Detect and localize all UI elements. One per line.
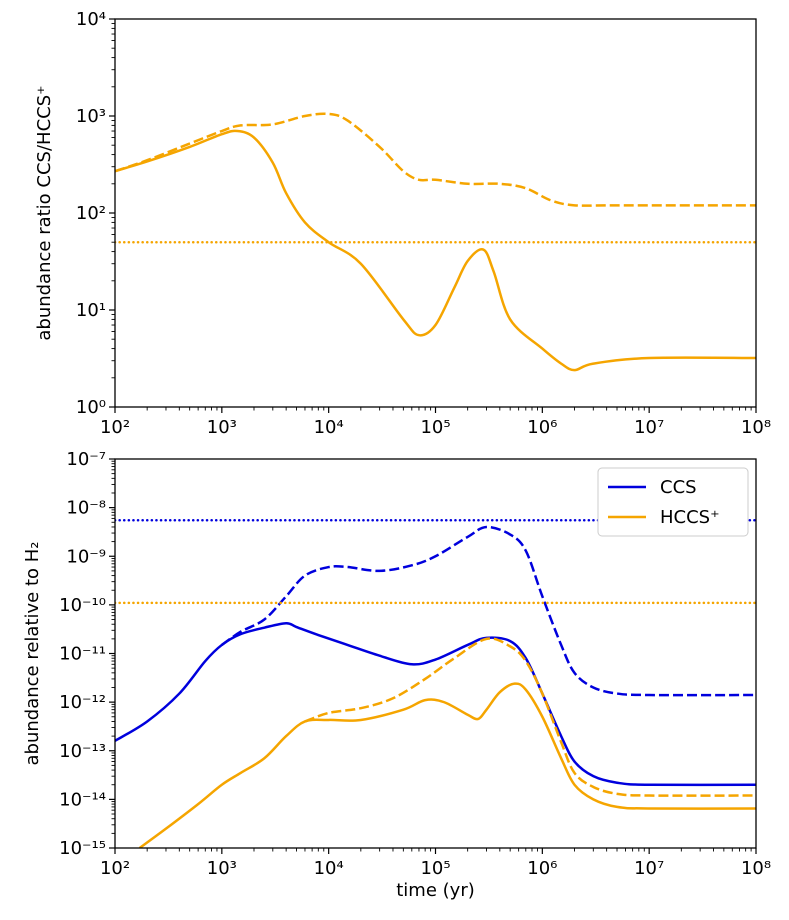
bottom-series-hccs-solid <box>138 682 756 848</box>
bottom-y-tick-label: 10⁻¹⁴ <box>59 789 106 810</box>
top-x-tick-label: 10³ <box>207 417 237 438</box>
top-ticks-group: 10² 10³ 10⁴ 10⁵ 10⁶ 10⁷ 10⁸ 10⁰ 10¹ 10² 10³ 10⁴ <box>76 9 771 438</box>
top-y-tick-label: 10³ <box>76 106 106 127</box>
legend-label-hccs: HCCS⁺ <box>660 507 720 528</box>
bottom-x-axis-label: time (yr) <box>396 880 475 901</box>
bottom-x-tick-label: 10² <box>100 858 130 879</box>
bottom-y-tick-label: 10⁻⁷ <box>66 449 106 470</box>
top-series-group <box>115 112 756 372</box>
bottom-y-tick-label: 10⁻¹³ <box>59 741 106 762</box>
bottom-x-tick-label: 10⁶ <box>527 858 557 879</box>
top-series-ratio-solid <box>115 129 756 372</box>
bottom-y-tick-label: 10⁻¹² <box>59 692 106 713</box>
bottom-y-tick-label: 10⁻¹⁰ <box>59 595 106 616</box>
bottom-series-hccs-dashed <box>304 637 756 797</box>
top-y-tick-label: 10⁴ <box>76 9 106 30</box>
legend-box <box>597 467 749 537</box>
bottom-panel: 10² 10³ 10⁴ 10⁵ 10⁶ 10⁷ 10⁸ 10⁻¹⁵ 10⁻¹⁴ 10⁻¹³ 10⁻¹… <box>22 449 771 901</box>
top-x-tick-label: 10⁶ <box>527 417 557 438</box>
bottom-y-tick-label: 10⁻¹⁵ <box>59 838 106 859</box>
bottom-y-tick-label: 10⁻¹¹ <box>59 644 106 665</box>
bottom-x-tick-label: 10³ <box>207 858 237 879</box>
bottom-x-tick-label: 10⁵ <box>420 858 450 879</box>
legend-label-ccs: CCS <box>660 477 697 498</box>
top-axes-frame <box>114 18 757 408</box>
bottom-y-tick-label: 10⁻⁸ <box>66 498 106 519</box>
bottom-x-tick-label: 10⁸ <box>741 858 771 879</box>
legend: CCS HCCS⁺ <box>597 467 749 537</box>
bottom-y-tick-label: 10⁻⁹ <box>66 546 106 567</box>
top-x-tick-label: 10⁸ <box>741 417 771 438</box>
top-x-tick-label: 10⁷ <box>634 417 664 438</box>
bottom-ticks-group: 10² 10³ 10⁴ 10⁵ 10⁶ 10⁷ 10⁸ 10⁻¹⁵ 10⁻¹⁴ 10⁻¹³ 10⁻¹… <box>59 449 771 879</box>
bottom-y-axis-label: abundance relative to H₂ <box>22 542 43 766</box>
bottom-series-ccs-solid <box>115 621 756 787</box>
bottom-x-tick-label: 10⁷ <box>634 858 664 879</box>
top-y-tick-label: 10² <box>76 203 106 224</box>
top-x-tick-label: 10⁵ <box>420 417 450 438</box>
bottom-series-ccs-dashed <box>221 525 756 697</box>
top-x-tick-label: 10² <box>100 417 130 438</box>
top-panel: 10² 10³ 10⁴ 10⁵ 10⁶ 10⁷ 10⁸ 10⁰ 10¹ 10² 10³ 10⁴ abu… <box>34 9 771 438</box>
top-y-tick-label: 10⁰ <box>76 397 106 418</box>
top-series-ratio-dashed <box>115 112 756 207</box>
top-y-axis-label: abundance ratio CCS/HCCS⁺ <box>34 85 55 340</box>
top-y-tick-label: 10¹ <box>76 300 106 321</box>
top-x-tick-label: 10⁴ <box>314 417 344 438</box>
bottom-x-tick-label: 10⁴ <box>314 858 344 879</box>
bottom-series-group <box>115 519 756 848</box>
